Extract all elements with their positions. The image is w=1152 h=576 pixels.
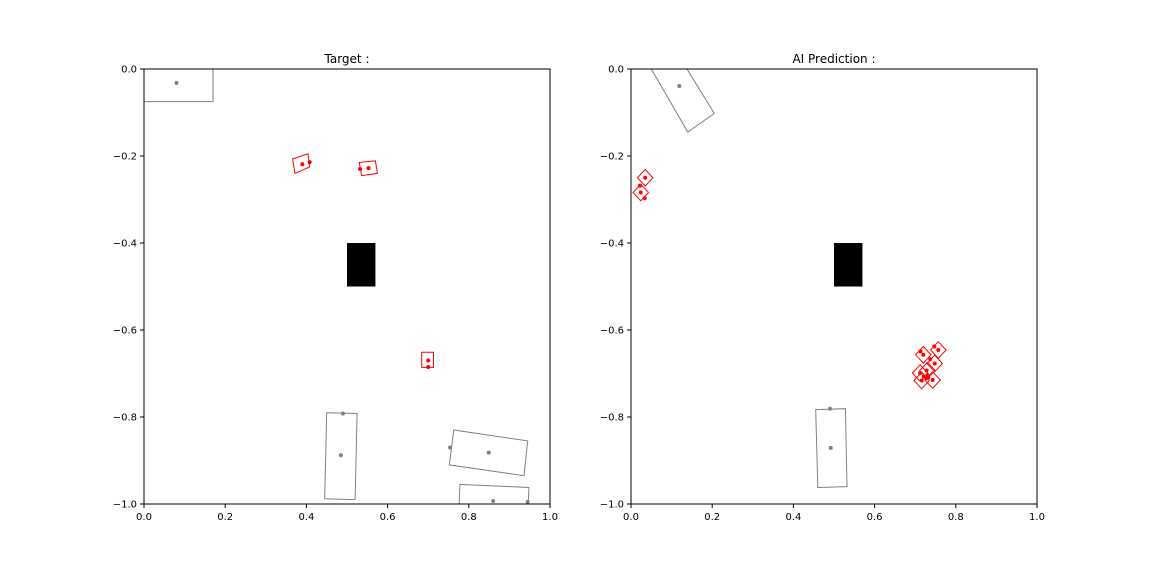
red-point	[936, 348, 941, 353]
gray-point	[340, 411, 345, 416]
red-box	[421, 351, 434, 368]
x-tick-label: 0.0	[136, 512, 152, 523]
x-tick-label: 0.6	[380, 512, 396, 523]
y-tick-label: −1.0	[113, 500, 137, 511]
gray-box	[650, 69, 715, 133]
gray-point	[486, 450, 491, 455]
y-tick-label: −0.4	[113, 239, 137, 250]
red-box	[292, 153, 311, 175]
gray-point	[448, 445, 453, 450]
gray-box	[324, 412, 358, 501]
red-point	[932, 344, 937, 349]
red-point	[924, 368, 929, 373]
gray-point	[525, 499, 530, 504]
red-point	[924, 376, 929, 381]
red-point	[928, 357, 933, 362]
red-point	[357, 167, 362, 172]
x-tick-label: 0.8	[948, 512, 964, 523]
obstacle	[834, 243, 863, 287]
x-tick-label: 0.2	[217, 512, 233, 523]
y-tick-label: −0.2	[113, 152, 137, 163]
gray-point	[174, 80, 179, 85]
red-point	[426, 364, 431, 369]
plot-area	[632, 69, 947, 489]
y-tick-label: 0.0	[121, 65, 137, 76]
red-box	[914, 345, 932, 364]
axes-frame	[143, 68, 551, 505]
y-tick-label: −0.6	[113, 326, 137, 337]
x-tick-label: 0.6	[867, 512, 883, 523]
y-tick-label: −0.8	[600, 413, 624, 424]
red-point	[932, 361, 937, 366]
gray-box	[458, 483, 530, 504]
target-panel: 0.0 0.2 0.4 0.6 0.8 1.0 0.0 −0.2 −0.4 −0.6 −0.8 −1.…	[113, 52, 558, 523]
x-tick-label: 0.8	[461, 512, 477, 523]
y-tick-label: −0.6	[600, 326, 624, 337]
red-point	[307, 160, 312, 165]
x-tick-label: 0.2	[704, 512, 720, 523]
axes-frame	[630, 68, 1038, 505]
red-point	[300, 162, 305, 167]
y-tick-label: 0.0	[608, 65, 624, 76]
x-tick-label: 0.0	[623, 512, 639, 523]
red-point	[930, 378, 935, 383]
gray-point	[677, 83, 682, 88]
gray-box	[144, 69, 214, 103]
y-tick-label: −1.0	[600, 500, 624, 511]
red-point	[426, 358, 431, 363]
panel-title: Target :	[324, 52, 370, 66]
red-point	[642, 196, 647, 201]
x-tick-label: 0.4	[298, 512, 314, 523]
red-point	[643, 175, 648, 180]
plot-area	[144, 69, 530, 504]
y-tick-label: −0.8	[113, 413, 137, 424]
y-tick-label: −0.4	[600, 239, 624, 250]
x-tick-label: 1.0	[542, 512, 558, 523]
red-box	[636, 168, 654, 187]
gray-point	[828, 445, 833, 450]
red-point	[918, 371, 923, 376]
red-box	[358, 160, 378, 177]
gray-point	[827, 406, 832, 411]
gray-point	[338, 453, 343, 458]
y-tick-label: −0.2	[600, 152, 624, 163]
gray-box	[815, 408, 848, 489]
x-tick-label: 1.0	[1029, 512, 1045, 523]
red-point	[919, 378, 924, 383]
red-point	[918, 349, 923, 354]
panel-title: AI Prediction :	[792, 52, 875, 66]
red-point	[638, 190, 643, 195]
red-box	[632, 183, 650, 202]
gray-point	[491, 498, 496, 503]
prediction-panel: 0.0 0.2 0.4 0.6 0.8 1.0 0.0 −0.2 −0.4 −0.6 −0.8 −1.…	[600, 52, 1045, 523]
red-point	[921, 352, 926, 357]
x-tick-label: 0.4	[785, 512, 801, 523]
gray-box	[448, 429, 529, 477]
red-point	[366, 166, 371, 171]
obstacle	[347, 243, 376, 287]
